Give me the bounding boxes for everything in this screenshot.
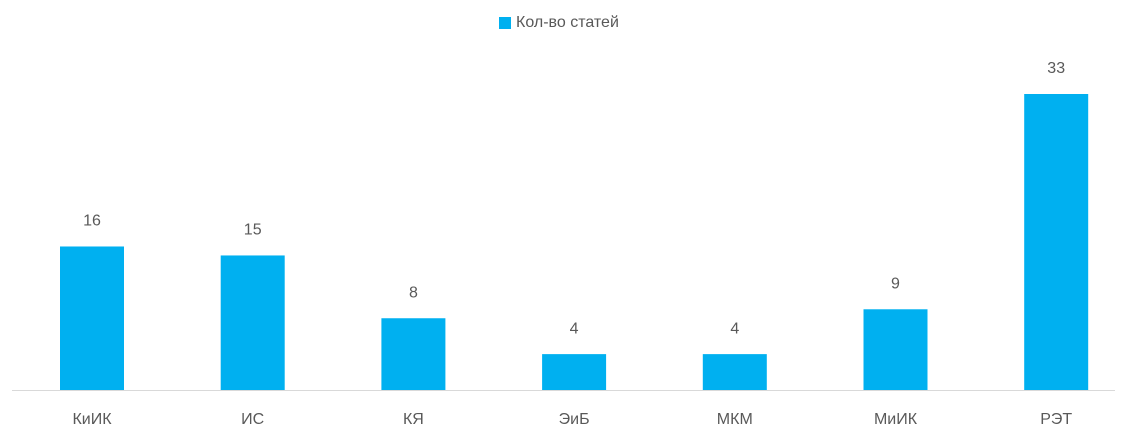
bar <box>542 354 607 390</box>
bar <box>60 246 124 390</box>
data-label: 9 <box>891 275 900 292</box>
x-tick-label: МиИК <box>874 411 918 428</box>
x-tick-label: КиИК <box>72 411 112 428</box>
legend-swatch <box>499 17 511 29</box>
bar <box>1024 94 1089 390</box>
x-tick-label: РЭТ <box>1040 411 1072 428</box>
data-label: 4 <box>730 320 739 337</box>
legend-label: Кол-во статей <box>516 14 619 31</box>
x-tick-label: МКМ <box>717 411 753 428</box>
x-tick-label: ЭиБ <box>559 411 590 428</box>
data-label: 4 <box>570 320 579 337</box>
bar <box>863 309 928 390</box>
data-label: 33 <box>1047 60 1065 77</box>
data-label: 8 <box>409 284 418 301</box>
bar <box>702 354 767 390</box>
x-tick-label: ИС <box>241 411 264 428</box>
bar <box>381 318 446 390</box>
data-label: 16 <box>83 213 101 230</box>
data-label: 15 <box>244 222 262 239</box>
x-tick-label: КЯ <box>403 411 424 428</box>
bar <box>220 255 285 390</box>
